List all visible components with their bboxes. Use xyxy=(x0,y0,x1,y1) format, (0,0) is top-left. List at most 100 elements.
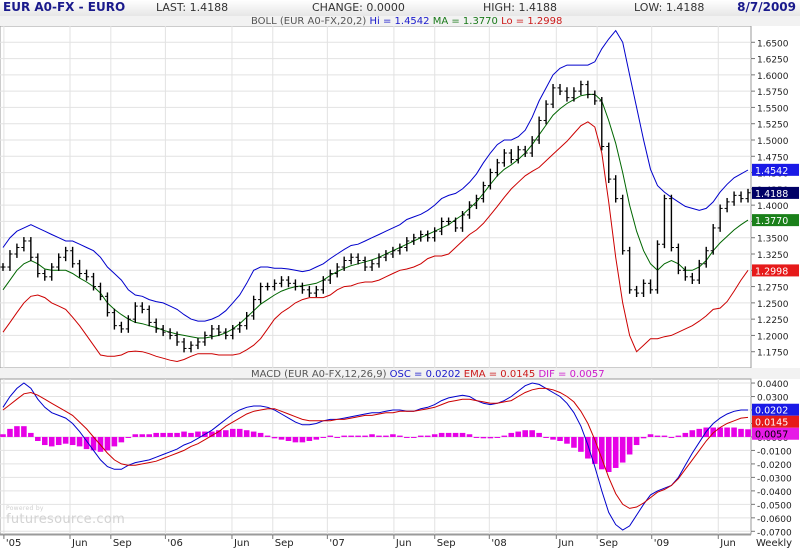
macd-tag-label: 0.0202 xyxy=(755,406,788,417)
price-bar xyxy=(473,194,479,210)
dif-bar xyxy=(689,430,696,437)
price-tick-label: 1.6000 xyxy=(757,72,789,82)
price-tick-label: 1.5750 xyxy=(757,88,789,98)
price-bar xyxy=(634,285,640,297)
price-bar xyxy=(460,211,466,232)
price-tick-label: 1.5000 xyxy=(757,137,789,147)
instrument-title: EUR A0-FX - EURO xyxy=(3,0,126,14)
price-bar xyxy=(453,217,459,232)
legend-entry: EMA = 0.0145 xyxy=(461,369,536,380)
macd-tick-label: -0.0700 xyxy=(757,528,792,538)
dif-bar xyxy=(257,432,264,437)
macd-tick-label: -0.0300 xyxy=(757,474,792,484)
dif-bar xyxy=(195,431,201,437)
macd-tag xyxy=(752,427,799,440)
price-bar xyxy=(585,80,591,99)
macd-tick-label: -0.0600 xyxy=(757,515,792,525)
x-tick-label: '05 xyxy=(6,538,21,549)
price-bar xyxy=(404,237,410,252)
dif-bar xyxy=(494,436,501,438)
dif-bar xyxy=(710,427,716,437)
price-tag xyxy=(752,186,799,199)
dif-bar xyxy=(745,429,751,437)
price-tick-label: 1.4000 xyxy=(757,202,789,212)
dif-bar xyxy=(264,435,271,437)
legend-entry: Hi = 1.4542 xyxy=(366,16,429,27)
macd-tick-label: -0.0100 xyxy=(757,447,792,457)
price-value-tags: 1.4542 1.4188 1.3770 1.2998 xyxy=(752,163,799,277)
price-bar xyxy=(209,325,215,340)
macd-tick-label: 0.0300 xyxy=(757,394,789,404)
price-bar xyxy=(320,276,326,294)
price-bar xyxy=(439,217,445,236)
price-bar xyxy=(710,224,716,255)
dif-bar xyxy=(738,428,744,437)
price-bar xyxy=(571,87,577,102)
dif-bar xyxy=(682,432,689,437)
price-tick-label: 1.5500 xyxy=(757,104,789,114)
price-tag xyxy=(752,214,799,227)
price-bar xyxy=(84,269,90,281)
price-bar xyxy=(285,276,291,288)
x-tick-label: Jun xyxy=(233,538,250,549)
dif-bar xyxy=(404,436,410,438)
macd-tick-label: -0.0500 xyxy=(757,501,792,511)
dif-bar xyxy=(334,436,340,438)
dif-bar xyxy=(501,435,508,437)
bollinger-bands xyxy=(2,29,749,363)
dif-bar xyxy=(550,436,556,440)
dif-bar xyxy=(278,436,285,440)
x-tick-label: Sep xyxy=(113,538,132,549)
price-bar xyxy=(327,269,333,284)
dif-bar xyxy=(181,431,187,437)
dif-bar xyxy=(390,434,396,437)
price-bar xyxy=(223,328,229,340)
price-bar xyxy=(613,175,619,203)
dif-bar xyxy=(417,435,424,437)
price-bar xyxy=(97,282,103,301)
dif-bar xyxy=(327,435,334,437)
price-bar xyxy=(620,194,626,255)
price-bar xyxy=(390,246,396,258)
macd-legend-bar xyxy=(0,368,800,379)
price-tick-label: 1.6500 xyxy=(757,39,789,49)
price-bar xyxy=(717,204,723,232)
watermark-text: futuresource.com xyxy=(6,512,126,527)
dif-bar xyxy=(48,436,55,447)
price-bar xyxy=(578,80,584,96)
dif-bar xyxy=(104,436,111,451)
price-bar xyxy=(564,87,570,102)
price-bar xyxy=(216,325,222,337)
price-panel xyxy=(0,25,752,369)
price-bar xyxy=(606,142,612,183)
price-bar xyxy=(258,282,264,304)
dif-bar xyxy=(188,432,194,437)
dif-bar xyxy=(313,436,320,440)
price-tick-label: 1.2250 xyxy=(757,316,789,326)
price-bar xyxy=(480,181,486,203)
dif-bar xyxy=(35,436,41,441)
dif-bar xyxy=(167,432,173,437)
dif-bar xyxy=(383,435,389,437)
macd-tick-label: -0.0200 xyxy=(757,461,792,471)
x-tick-label: Jun xyxy=(719,538,736,549)
price-tick-label: 1.5250 xyxy=(757,121,789,131)
macd-tag-label: 0.0145 xyxy=(755,418,788,429)
price-legend-bar xyxy=(0,16,800,26)
quote-date: 8/7/2009 xyxy=(737,0,796,14)
x-tick-label: Jun xyxy=(71,538,88,549)
dif-bar xyxy=(536,432,542,437)
dif-bar xyxy=(341,435,347,437)
dif-bar xyxy=(174,432,180,437)
price-bar xyxy=(174,331,180,346)
price-bar xyxy=(397,243,403,255)
price-bar xyxy=(696,259,702,284)
dif-bar xyxy=(223,430,229,437)
dif-bar xyxy=(459,432,466,437)
legend-entry: MACD (EUR A0-FX,12,26,9) xyxy=(251,369,387,380)
dif-bar xyxy=(369,434,375,437)
price-bar xyxy=(104,292,110,317)
price-bar xyxy=(418,230,424,242)
price-bar xyxy=(146,305,152,327)
